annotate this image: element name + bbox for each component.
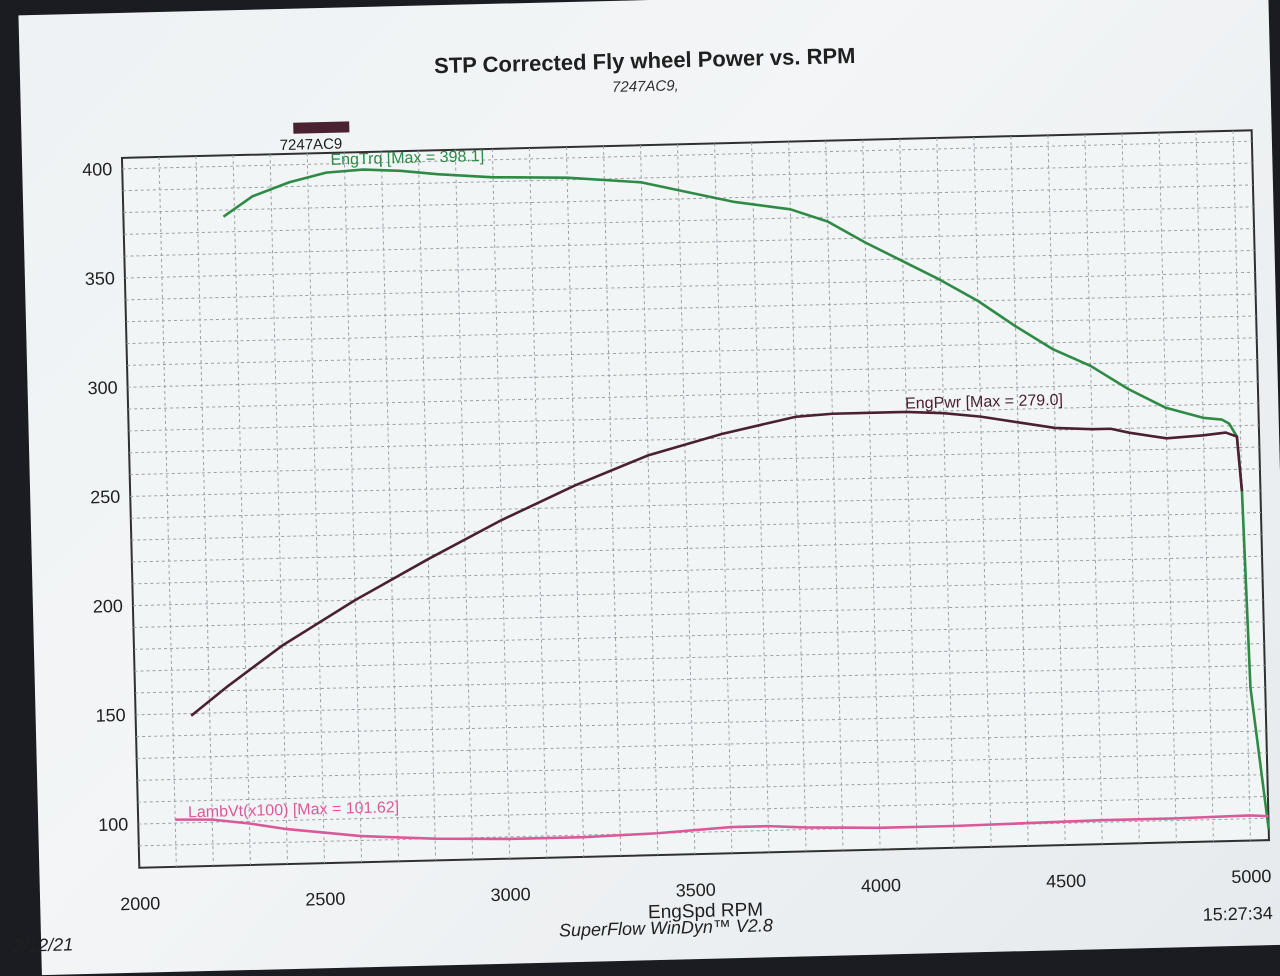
grid-line-vertical (751, 142, 770, 853)
grid-line-horizontal (137, 774, 1268, 803)
x-tick-label: 4000 (861, 875, 902, 896)
grid-line-vertical (899, 138, 918, 849)
grid-line-horizontal (123, 184, 1253, 214)
grid-line-horizontal (129, 424, 1259, 454)
grid-line-vertical (380, 151, 400, 862)
series-label-3: LambVt(x100) [Max = 101.62] (188, 799, 400, 821)
x-tick-label: 3000 (490, 884, 531, 905)
dyno-chart: 2000 2500 3000 3500 4000 4500 5000 100 150 200 250… (82, 129, 1272, 923)
grid-line-vertical (343, 152, 363, 863)
grid-line-horizontal (134, 643, 1265, 672)
grid-line-horizontal (127, 359, 1258, 388)
grid-line-vertical (1158, 132, 1177, 843)
grid-line-vertical (936, 138, 955, 848)
grid-line-vertical (417, 150, 437, 861)
y-tick-label: 150 (95, 705, 126, 726)
grid-line-vertical (640, 145, 659, 856)
footer-time: 15:27:34 (1202, 903, 1274, 925)
grid-line-horizontal (133, 621, 1264, 650)
y-tick-label: 100 (98, 814, 129, 835)
grid-line-horizontal (123, 206, 1254, 235)
grid-line-vertical (973, 137, 992, 847)
x-tick-label: 2000 (120, 893, 161, 914)
dyno-printout: STP Corrected Fly wheel Power vs. RPM 72… (13, 0, 1280, 976)
grid-line-vertical (825, 140, 844, 851)
grid-line-horizontal (130, 468, 1260, 497)
grid-line-vertical (491, 148, 511, 859)
axis-ticks: 2000 2500 3000 3500 4000 4500 5000 100 150 200 250… (82, 159, 1272, 914)
grid-line-horizontal (135, 686, 1266, 716)
y-tick-label: 200 (93, 596, 124, 617)
grid-line-horizontal (138, 795, 1268, 825)
y-tick-label: 400 (82, 159, 113, 180)
x-tick-label: 3500 (676, 880, 717, 901)
series-line-3 (175, 814, 1269, 841)
series-label-2: EngPwr [Max = 279.0] (905, 392, 1063, 413)
grid-line-horizontal (128, 380, 1258, 410)
grid (122, 130, 1269, 867)
grid-line-vertical (714, 143, 733, 854)
grid-line-vertical (1121, 133, 1140, 844)
grid-line-horizontal (135, 664, 1265, 694)
grid-line-horizontal (138, 817, 1269, 847)
grid-line-vertical (158, 157, 177, 867)
grid-line-horizontal (124, 228, 1255, 257)
grid-line-vertical (677, 144, 696, 855)
series-line-2 (190, 410, 1244, 717)
grid-line-horizontal (136, 730, 1267, 760)
grid-line-vertical (565, 147, 585, 857)
grid-line-horizontal (125, 271, 1256, 301)
grid-line-horizontal (131, 533, 1262, 563)
y-tick-label: 350 (85, 268, 116, 289)
grid-line-horizontal (125, 293, 1256, 323)
series-line-1 (222, 168, 1271, 830)
grid-line-horizontal (122, 162, 1253, 192)
y-tick-label: 300 (87, 377, 118, 398)
grid-line-vertical (862, 139, 881, 850)
grid-line-horizontal (128, 402, 1259, 432)
grid-line-vertical (269, 154, 288, 865)
grid-line-horizontal (124, 249, 1255, 279)
grid-line-horizontal (122, 140, 1252, 170)
grid-line-horizontal (132, 555, 1263, 585)
grid-line-horizontal (136, 708, 1266, 738)
x-tick-label: 4500 (1046, 871, 1087, 892)
grid-line-vertical (1010, 136, 1029, 847)
series-labels: EngTrq [Max = 398.1] EngPwr [Max = 279.0]… (188, 148, 1063, 821)
grid-line-vertical (1047, 135, 1066, 846)
grid-line-vertical (454, 149, 474, 860)
x-tick-label: 5000 (1231, 866, 1272, 887)
series-label-1: EngTrq [Max = 398.1] (330, 148, 484, 169)
grid-line-horizontal (133, 599, 1264, 628)
x-axis-label: EngSpd RPM (648, 899, 764, 923)
grid-line-horizontal (130, 490, 1261, 519)
grid-line-vertical (788, 141, 807, 852)
grid-line-vertical (1195, 131, 1214, 842)
grid-line-vertical (232, 155, 251, 866)
grid-line-horizontal (137, 752, 1267, 781)
grid-line-vertical (195, 156, 214, 866)
y-tick-label: 250 (90, 487, 121, 508)
grid-line-horizontal (132, 577, 1263, 607)
grid-line-vertical (602, 146, 622, 856)
grid-line-horizontal (127, 337, 1257, 366)
series-lines (175, 168, 1271, 841)
grid-line-horizontal (131, 512, 1261, 541)
grid-line-horizontal (129, 446, 1260, 476)
grid-line-vertical (1084, 134, 1103, 845)
x-tick-label: 2500 (305, 889, 346, 910)
grid-line-horizontal (126, 315, 1257, 345)
grid-line-vertical (306, 153, 326, 864)
